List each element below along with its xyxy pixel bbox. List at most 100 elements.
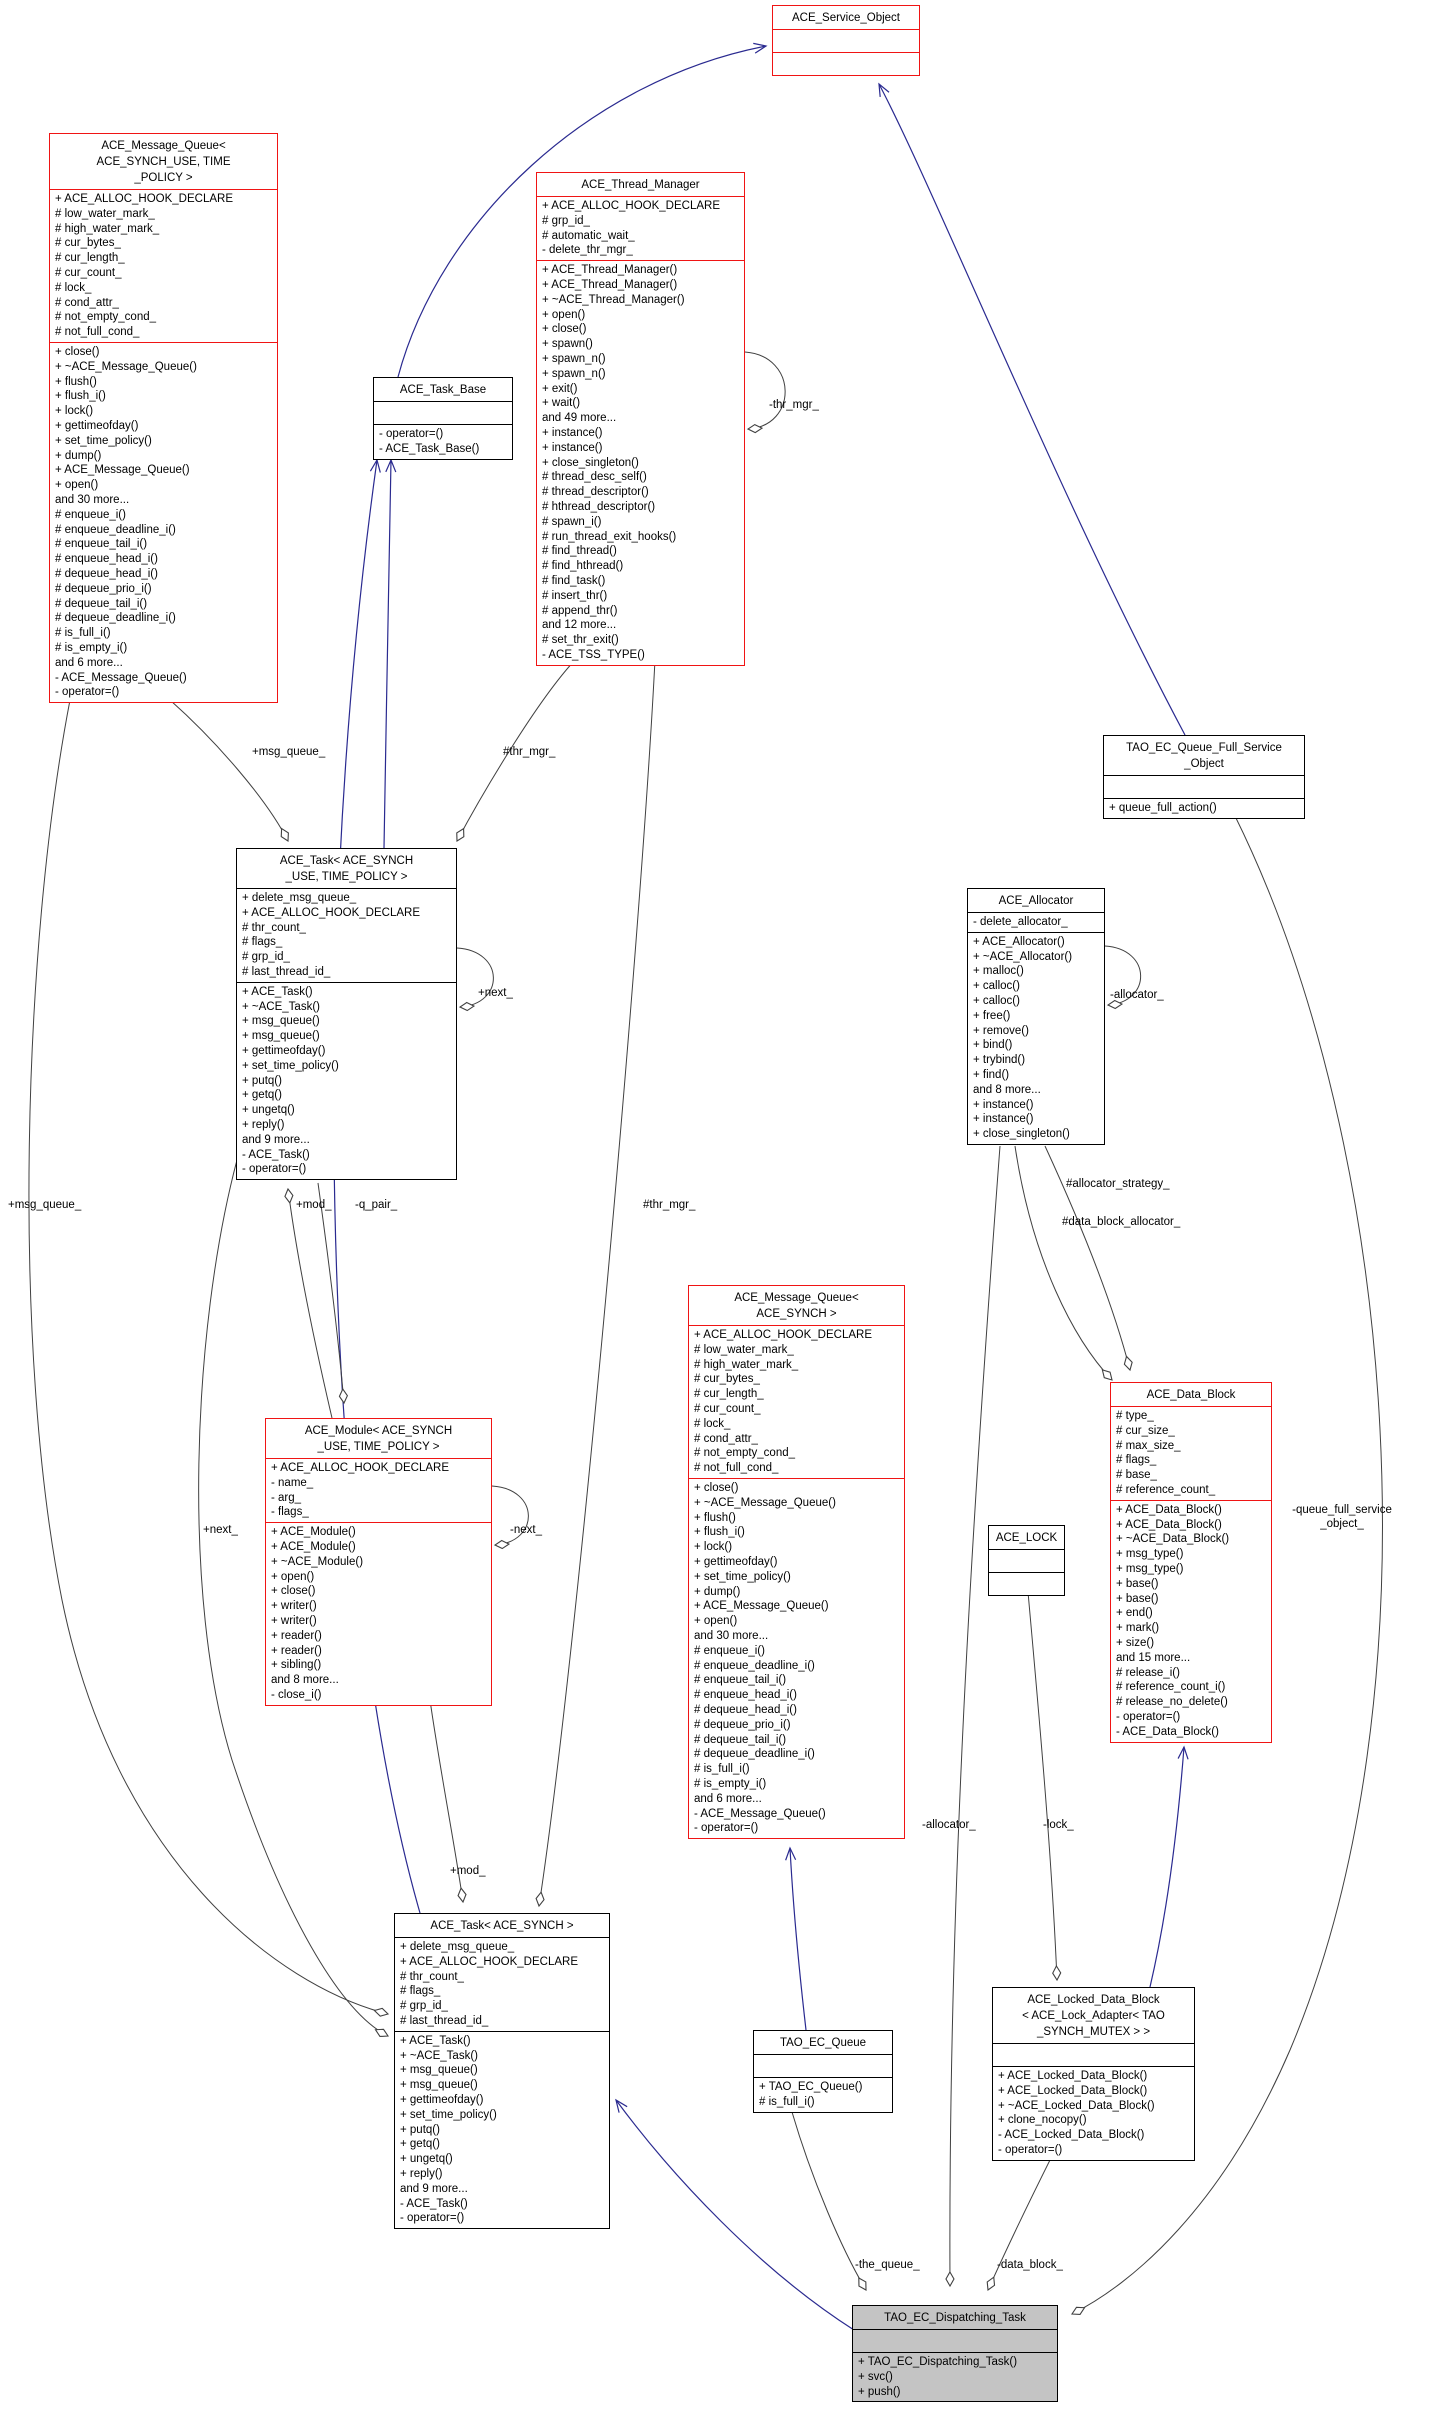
member-line: - ACE_Message_Queue() xyxy=(694,1807,826,1820)
member-line: + lock() xyxy=(694,1541,733,1554)
member-line: # cond_attr_ xyxy=(55,296,119,309)
member-line: + gettimeofday() xyxy=(55,419,139,432)
member-line: # flags_ xyxy=(242,936,283,949)
member-line: + reply() xyxy=(400,2167,443,2180)
member-line: + push() xyxy=(858,2385,901,2398)
member-line: + instance() xyxy=(973,1113,1034,1126)
class-title: ACE_LOCK xyxy=(995,1532,1058,1544)
class-box-queue_full[interactable]: TAO_EC_Queue_Full_Service _Object + queue… xyxy=(1103,735,1305,819)
edge-label-e23: -lock_ xyxy=(1043,1819,1074,1831)
class-box-module_tp[interactable]: ACE_Module< ACE_SYNCH _USE, TIME_POLICY … xyxy=(265,1418,492,1706)
edge-label-e22: -allocator_ xyxy=(922,1819,976,1831)
member-line: + bind() xyxy=(973,1039,1013,1052)
class-box-task_base[interactable]: ACE_Task_Base - operator=() - ACE_Task_Bas… xyxy=(373,377,513,460)
member-line: + ACE_Thread_Manager() xyxy=(542,264,678,277)
member-line: + TAO_EC_Queue() xyxy=(759,2081,863,2093)
class-box-dispatching[interactable]: TAO_EC_Dispatching_Task + TAO_EC_Dispatch… xyxy=(852,2305,1058,2403)
member-line: # grp_id_ xyxy=(400,2000,448,2013)
member-line: and 12 more... xyxy=(542,619,617,632)
class-box-thread_manager[interactable]: ACE_Thread_Manager + ACE_ALLOC_HOOK_DECLA… xyxy=(536,172,745,666)
class-box-mq_synch[interactable]: ACE_Message_Queue< ACE_SYNCH > + ACE_ALLO… xyxy=(688,1285,905,1840)
member-line: and 9 more... xyxy=(242,1133,310,1146)
class-box-mq_tp[interactable]: ACE_Message_Queue< ACE_SYNCH_USE, TIME _… xyxy=(49,133,278,704)
member-line: # max_size_ xyxy=(1116,1439,1181,1452)
class-title: TAO_EC_Dispatching_Task xyxy=(884,2312,1026,2324)
aggregation-edge-mq_tp-to-task_synch xyxy=(28,699,390,2017)
class-box-locked_db[interactable]: ACE_Locked_Data_Block < ACE_Lock_Adapter… xyxy=(992,1987,1195,2161)
class-box-ace_lock[interactable]: ACE_LOCK xyxy=(988,1525,1065,1596)
edge-label-e15: -q_pair_ xyxy=(355,1199,398,1211)
member-line: + sibling() xyxy=(271,1659,322,1672)
edge-label-e17: +msg_queue_ xyxy=(8,1199,82,1211)
attributes-compartment: # type_ # cur_size_ # max_size_ # flags_ # b… xyxy=(1111,1406,1271,1500)
member-line: # dequeue_head_i() xyxy=(55,567,158,580)
class-box-task_tp[interactable]: ACE_Task< ACE_SYNCH _USE, TIME_POLICY > +… xyxy=(236,848,457,1181)
member-line: + instance() xyxy=(542,441,603,454)
member-line: + set_time_policy() xyxy=(55,434,152,447)
member-line: + reader() xyxy=(271,1629,322,1642)
aggregation-edge-mq_tp-to-task_tp xyxy=(169,699,289,842)
member-line: # hthread_descriptor() xyxy=(542,500,656,513)
class-title: ACE_Task< ACE_SYNCH > xyxy=(430,1920,574,1932)
member-line: + msg_queue() xyxy=(400,2064,478,2077)
member-line: + close() xyxy=(694,1481,739,1494)
edge-label-e12: -allocator_ xyxy=(1110,989,1164,1001)
class-title: TAO_EC_Queue xyxy=(779,2037,867,2049)
member-line: # run_thread_exit_hooks() xyxy=(542,530,677,543)
member-line: # enqueue_head_i() xyxy=(55,553,158,566)
member-line: - operator=() xyxy=(400,2212,465,2225)
member-line: + find() xyxy=(973,1068,1010,1081)
attributes-compartment xyxy=(773,29,919,52)
member-line: # low_water_mark_ xyxy=(694,1343,794,1356)
member-line: + putq() xyxy=(400,2123,440,2136)
member-line: + gettimeofday() xyxy=(242,1044,326,1057)
class-box-task_synch[interactable]: ACE_Task< ACE_SYNCH > + delete_msg_queue_… xyxy=(394,1913,610,2230)
member-line: and 30 more... xyxy=(694,1629,769,1642)
member-line: # cur_size_ xyxy=(1116,1424,1175,1437)
inheritance-edge-task_synch-to-task_base xyxy=(333,458,421,1914)
member-line: + end() xyxy=(1116,1607,1153,1620)
member-line: # find_hthread() xyxy=(542,560,624,573)
member-line: + close() xyxy=(271,1585,316,1598)
member-line: # not_empty_cond_ xyxy=(694,1447,796,1460)
member-line: - arg_ xyxy=(271,1491,302,1504)
member-line: # type_ xyxy=(1116,1410,1154,1422)
member-line: # high_water_mark_ xyxy=(55,222,160,235)
aggregation-edge-task_tp-to-module_tp xyxy=(317,1182,349,1405)
member-line: + queue_full_action() xyxy=(1109,802,1217,814)
attributes-compartment: + ACE_ALLOC_HOOK_DECLARE # grp_id_ # autom… xyxy=(537,196,744,260)
member-line: - ACE_Task() xyxy=(242,1148,310,1161)
member-line: # dequeue_deadline_i() xyxy=(55,612,176,625)
methods-compartment: + ACE_Task() + ~ACE_Task() + msg_queue() + … xyxy=(237,981,456,1179)
member-line: + set_time_policy() xyxy=(400,2108,497,2121)
member-line: + dump() xyxy=(55,449,102,462)
edge-label-e18: +next_ xyxy=(203,1524,238,1536)
member-line: + msg_queue() xyxy=(400,2079,478,2092)
member-line: + ACE_Message_Queue() xyxy=(55,464,190,477)
member-line: # high_water_mark_ xyxy=(694,1358,799,1371)
class-title: ACE_Service_Object xyxy=(791,12,901,24)
edge-label-e8: +msg_queue_ xyxy=(252,746,326,758)
member-line: # enqueue_i() xyxy=(55,508,126,521)
member-line: + ACE_ALLOC_HOOK_DECLARE xyxy=(242,906,421,919)
member-line: + getq() xyxy=(242,1089,282,1102)
member-line: + open() xyxy=(542,308,586,321)
aggregation-edge-module_tp-to-task_synch xyxy=(429,1699,467,1904)
class-box-allocator[interactable]: ACE_Allocator - delete_allocator_ + ACE_Al… xyxy=(967,888,1105,1145)
class-box-service_object[interactable]: ACE_Service_Object xyxy=(772,5,920,76)
member-line: + TAO_EC_Dispatching_Task() xyxy=(858,2356,1018,2368)
edge-label-e9: #thr_mgr_ xyxy=(503,746,556,758)
class-box-data_block[interactable]: ACE_Data_Block # type_ # cur_size_ # max_si… xyxy=(1110,1382,1272,1743)
aggregation-edge-thread_manager-to-task_synch xyxy=(535,659,656,1908)
member-line: - ACE_Locked_Data_Block() xyxy=(998,2129,1145,2142)
member-line: # grp_id_ xyxy=(242,951,290,964)
member-line: # enqueue_tail_i() xyxy=(55,538,148,551)
member-line: # base_ xyxy=(1116,1469,1157,1482)
methods-compartment: + ACE_Module() + ACE_Module() + ~ACE_Modul… xyxy=(266,1522,491,1705)
member-line: # is_empty_i() xyxy=(694,1777,767,1790)
member-line: + ACE_Locked_Data_Block() xyxy=(998,2070,1148,2082)
member-line: - operator=() xyxy=(242,1163,307,1176)
aggregation-edge-ace_lock-to-locked_db xyxy=(1027,1591,1062,1982)
class-box-ec_queue[interactable]: TAO_EC_Queue + TAO_EC_Queue() # is_full_i(… xyxy=(753,2030,893,2113)
member-line: # reference_count_ xyxy=(1116,1483,1216,1496)
